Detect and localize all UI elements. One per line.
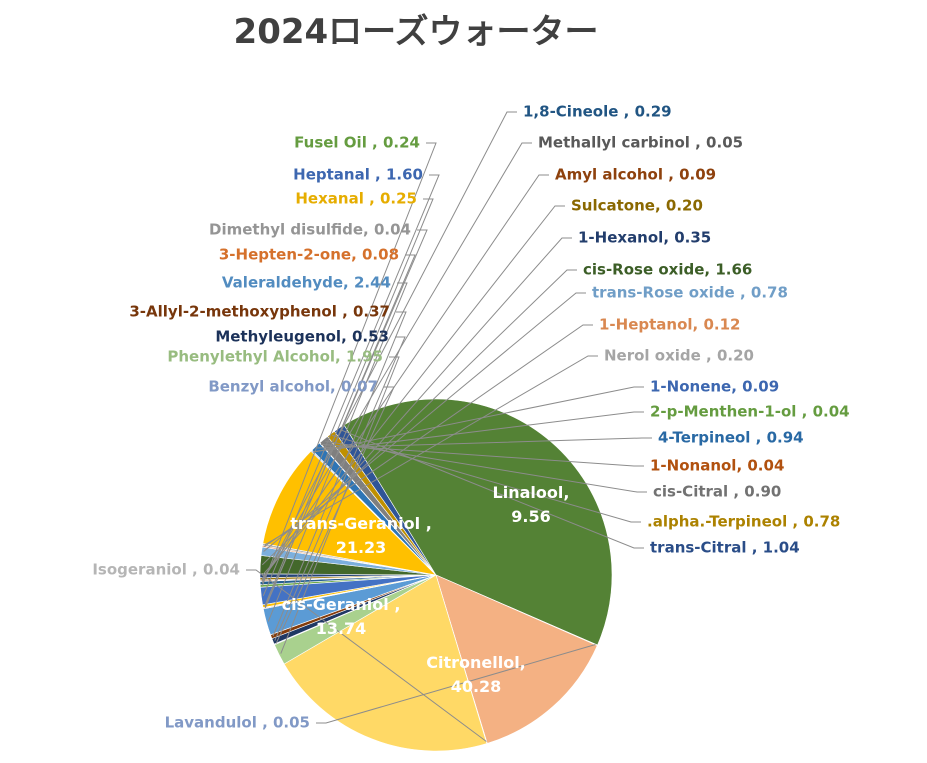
leader-line-cis-rose-oxide	[261, 269, 577, 566]
data-label-2-p-menthen-1-ol: 2-p-Menthen-1-ol , 0.04	[650, 403, 850, 421]
data-label-benzyl-alcohol: Benzyl alcohol, 0.07	[208, 378, 378, 396]
leader-line-nerol-oxide	[264, 355, 598, 546]
data-label-nerol-oxide: Nerol oxide , 0.20	[604, 347, 754, 365]
leader-line-lavandulol	[316, 644, 596, 724]
leader-line-phenylethyl-alcohol	[280, 356, 400, 654]
data-label-linalool: Linalool, 9.56	[493, 483, 570, 526]
leader-line-valeraldehyde	[267, 282, 408, 622]
leader-line-1-heptanol	[264, 324, 593, 548]
leader-line-alpha-terpineol	[332, 434, 641, 523]
leader-line-fusel-oil	[261, 142, 437, 586]
leader-line-2-p-menthen-1-ol	[313, 411, 644, 453]
data-label-trans-geraniol: trans-Geraniol , 21.23	[290, 514, 432, 557]
leader-line-methallyl-carbinol	[261, 142, 532, 582]
leader-line-benzyl-alcohol	[275, 386, 395, 644]
data-label-3-hepten-2-one: 3-Hepten-2-one, 0.08	[219, 246, 399, 264]
slice-citronellol	[343, 398, 613, 646]
data-label-cis-citral: cis-Citral , 0.90	[653, 483, 781, 501]
data-label-heptanal: Heptanal , 1.60	[293, 166, 423, 184]
leader-line-1-8-cineole	[261, 111, 517, 584]
slice-linalool	[262, 450, 437, 576]
data-label-isogeraniol: Isogeraniol , 0.04	[92, 561, 240, 579]
leader-line-1-hexanol	[261, 237, 572, 577]
data-label-1-heptanol: 1-Heptanol, 0.12	[599, 316, 740, 334]
leader-line-1-nonene	[312, 386, 644, 453]
data-label-sulcatone: Sulcatone, 0.20	[571, 197, 703, 215]
leader-line-4-terpineol	[317, 437, 652, 449]
leader-line-1-nonanol	[320, 443, 644, 467]
leader-line-hexanal	[264, 198, 434, 606]
data-label-1-8-cineole: 1,8-Cineole , 0.29	[523, 103, 672, 121]
data-label-methyleugenol: Methyleugenol, 0.53	[215, 328, 389, 346]
leader-line-3-allyl-2-methoxyphenol	[272, 311, 407, 637]
data-label-1-nonene: 1-Nonene, 0.09	[650, 378, 779, 396]
leader-line-trans-rose-oxide	[263, 292, 586, 552]
data-label-4-terpineol: 4-Terpineol , 0.94	[658, 429, 804, 447]
slice-cis-geraniol	[435, 574, 598, 744]
data-label-citronellol: Citronellol, 40.28	[426, 653, 526, 696]
data-labels: Fusel Oil , 0.24 1,8-Cineole , 0.29 Methal…	[92, 103, 849, 732]
data-label-alpha-terpineol: .alpha.-Terpineol , 0.78	[647, 513, 840, 531]
data-label-cis-rose-oxide: cis-Rose oxide, 1.66	[583, 261, 752, 279]
data-label-phenylethyl-alcohol: Phenylethyl Alcohol, 1.95	[167, 348, 383, 366]
data-label-cis-geraniol: cis-Geraniol , 13.74	[282, 595, 401, 638]
slice-heptanal	[260, 574, 437, 606]
leader-line-isogeraniol	[246, 569, 487, 742]
leader-line-amyl-alcohol	[261, 174, 549, 581]
data-label-methallyl-carbinol: Methallyl carbinol , 0.05	[538, 134, 743, 152]
leader-line-heptanal	[262, 174, 440, 596]
data-label-hexanal: Hexanal , 0.25	[295, 190, 417, 208]
data-label-amyl-alcohol: Amyl alcohol , 0.09	[555, 166, 716, 184]
data-label-valeraldehyde: Valeraldehyde, 2.44	[222, 274, 391, 292]
slice-trans-geraniol	[283, 574, 488, 752]
chart-title: 2024ローズウォーター	[233, 12, 599, 52]
data-label-trans-citral: trans-Citral , 1.04	[650, 539, 800, 557]
data-label-dimethyl-disulfide: Dimethyl disulfide, 0.04	[209, 221, 411, 239]
data-label-1-nonanol: 1-Nonanol, 0.04	[650, 457, 784, 475]
data-label-fusel-oil: Fusel Oil , 0.24	[294, 134, 420, 152]
leader-line-methyleugenol	[274, 336, 406, 641]
data-label-3-allyl-2-methoxyphenol: 3-Allyl-2-methoxyphenol , 0.37	[129, 303, 390, 321]
data-label-lavandulol: Lavandulol , 0.05	[165, 714, 310, 732]
leader-line-trans-citral	[340, 429, 644, 549]
leader-lines	[246, 111, 652, 742]
data-label-trans-rose-oxide: trans-Rose oxide , 0.78	[592, 284, 788, 302]
leader-line-cis-citral	[324, 440, 647, 493]
data-label-1-hexanol: 1-Hexanol, 0.35	[578, 229, 711, 247]
